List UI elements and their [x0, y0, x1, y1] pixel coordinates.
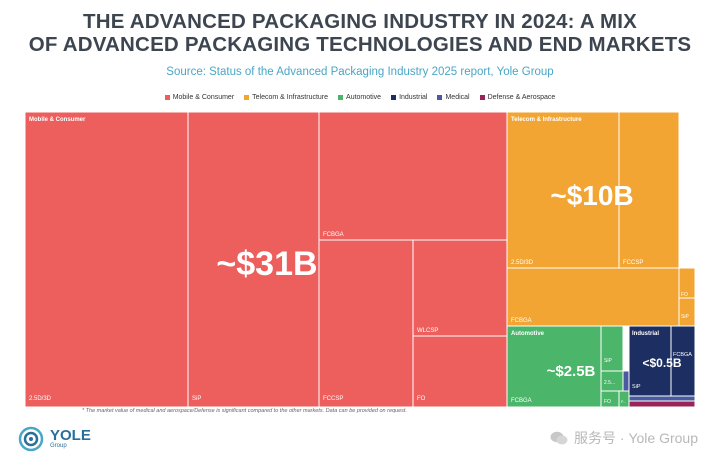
legend-item-telecom: Telecom & Infrastructure [244, 94, 328, 101]
legend-item-mobile: Mobile & Consumer [164, 94, 235, 101]
yole-logo: YOLE Group [18, 426, 91, 452]
automotive-label-fo: FO [604, 399, 611, 405]
automotive-label-sip: SiP [604, 358, 612, 364]
legend-item-defense: Defense & Aerospace [479, 94, 556, 101]
wechat-icon [550, 431, 568, 445]
legend-swatch-automotive [338, 95, 344, 100]
legend-item-medical: Medical [437, 94, 470, 101]
legend-swatch-mobile [164, 95, 170, 100]
telecom-group-label: Telecom & Infrastructure [511, 117, 582, 123]
legend-label-defense: Defense & Aerospace [487, 94, 556, 101]
legend-label-automotive: Automotive [346, 94, 382, 101]
legend-item-industrial: Industrial [391, 94, 427, 101]
telecom-label-2.5d3d: 2.5D/3D [511, 260, 534, 266]
telecom-segment-fccsp [618, 112, 680, 269]
yole-logo-icon [18, 426, 44, 452]
legend-label-industrial: Industrial [399, 94, 428, 101]
mobile-segment-fo [412, 335, 508, 407]
telecom-segment-2.5d3d [506, 112, 620, 269]
mobile-group-label: Mobile & Consumer [29, 117, 86, 123]
mobile-label-fccsp: FCCSP [323, 396, 343, 402]
mobile-segment-sip [187, 112, 320, 407]
medical-block [622, 370, 630, 392]
telecom-label-sip: SiP [681, 314, 689, 320]
automotive-segment-sip [600, 325, 624, 372]
legend-label-medical: Medical [445, 94, 470, 101]
mobile-label-sip: SiP [192, 396, 201, 402]
chart-title: THE ADVANCED PACKAGING INDUSTRY IN 2024:… [0, 10, 720, 56]
automotive-segment-fcbga [506, 325, 602, 407]
mobile-segment-2.5d3d [25, 112, 189, 407]
mobile-segment-fccsp [318, 239, 414, 407]
mobile-value: ~$31B [216, 245, 317, 283]
chart-subtitle: Source: Status of the Advanced Packaging… [166, 66, 554, 78]
legend-item-automotive: Automotive [338, 94, 381, 101]
footnote: * The market value of medical and aerosp… [82, 408, 407, 414]
telecom-segment-fcbga [506, 267, 680, 327]
automotive-group-label: Automotive [511, 331, 545, 337]
watermark: 服务号 · Yole Group [550, 428, 698, 448]
industrial-group-label: Industrial [632, 331, 659, 337]
legend-swatch-medical [437, 95, 443, 100]
telecom-segment-sip [678, 297, 695, 327]
legend: Mobile & Consumer Telecom & Infrastructu… [0, 94, 720, 101]
defense-block [628, 400, 695, 407]
treemap: Mobile & Consumer 2.5D/3D SiP FCBGA FCCSP WLC… [25, 112, 695, 407]
watermark-text: 服务号 · Yole Group [574, 430, 698, 446]
automotive-label-f: F... [621, 399, 626, 404]
medical-block-2 [628, 395, 695, 402]
legend-swatch-telecom [244, 95, 250, 100]
legend-swatch-defense [479, 95, 485, 100]
industrial-value: <$0.5B [642, 356, 681, 370]
logo-sub: Group [50, 443, 67, 449]
mobile-label-fo: FO [417, 396, 426, 402]
automotive-label-fcbga: FCBGA [511, 398, 532, 404]
title-line-2: OF ADVANCED PACKAGING TECHNOLOGIES AND E… [28, 33, 692, 56]
logo-name: YOLE [50, 427, 91, 444]
legend-label-telecom: Telecom & Infrastructure [252, 94, 329, 101]
telecom-label-fccsp: FCCSP [623, 260, 643, 266]
mobile-label-fcbga: FCBGA [323, 232, 344, 238]
mobile-segment-wlcsp [412, 239, 508, 337]
automotive-label-2.5: 2.5... [604, 380, 615, 386]
mobile-segment-fcbga [318, 112, 508, 241]
legend-label-mobile: Mobile & Consumer [172, 94, 235, 101]
automotive-value: ~$2.5B [547, 363, 596, 380]
title-line-1: THE ADVANCED PACKAGING INDUSTRY IN 2024:… [82, 10, 638, 33]
mobile-label-2.5d3d: 2.5D/3D [29, 396, 52, 402]
legend-swatch-industrial [391, 95, 397, 100]
telecom-label-fo: FO [681, 292, 688, 298]
industrial-label-fcbga: FCBGA [673, 352, 692, 358]
mobile-label-wlcsp: WLCSP [417, 328, 438, 334]
telecom-label-fcbga: FCBGA [511, 318, 532, 324]
telecom-value: ~$10B [550, 180, 633, 211]
industrial-label-sip: SiP [632, 384, 641, 390]
